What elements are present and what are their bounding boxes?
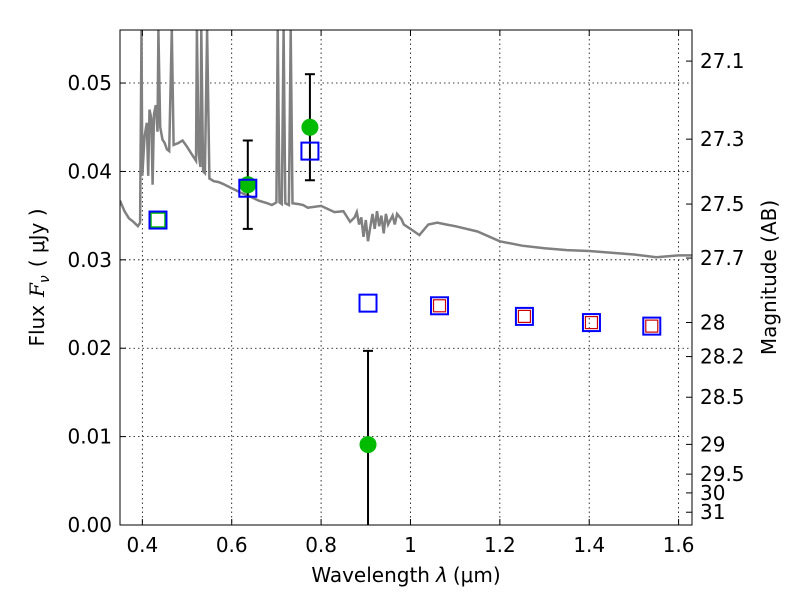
grid-lines xyxy=(120,30,692,526)
model-flux-square xyxy=(238,178,258,198)
observed-flux-marker xyxy=(150,212,166,228)
model-flux-square xyxy=(300,141,320,161)
model-flux-square xyxy=(430,296,450,316)
right-tick-label: 29.5 xyxy=(700,462,745,486)
model-flux-square xyxy=(358,293,378,313)
x-tick-label: 0.4 xyxy=(126,533,158,557)
y-tick-label: 0.04 xyxy=(67,159,112,183)
y-axis-label-symbol: F xyxy=(25,282,49,298)
right-tick-label: 31 xyxy=(700,500,725,524)
model-flux-square xyxy=(148,210,168,230)
right-tick-label: 27.7 xyxy=(700,246,745,270)
model-flux-inner-square xyxy=(432,299,447,313)
y-tick-label: 0.02 xyxy=(67,336,112,360)
x-axis-label-unit: (μm) xyxy=(453,563,501,587)
right-tick-label: 27.5 xyxy=(700,192,745,216)
x-axis-label-prefix: Wavelength xyxy=(311,563,430,587)
y-axis-label-right: Magnitude (AB) xyxy=(757,200,781,355)
observed-flux-marker xyxy=(359,436,377,454)
model-flux-square xyxy=(514,306,534,326)
model-flux-inner-square xyxy=(645,319,659,333)
right-tick-label: 27.1 xyxy=(700,49,745,73)
right-tick-label: 28 xyxy=(700,311,725,335)
marker-layer xyxy=(148,118,662,454)
spectrum-layer xyxy=(120,30,692,259)
y-axis-label-left: Flux Fν ( μJy ) xyxy=(25,208,53,346)
right-tick-label: 30 xyxy=(700,481,725,505)
x-tick-label: 1.6 xyxy=(663,533,695,557)
right-tick-label: 28.2 xyxy=(700,345,745,369)
plot-frame xyxy=(119,29,693,526)
y-tick-label: 0.05 xyxy=(67,71,112,95)
x-tick-label: 1.4 xyxy=(573,533,605,557)
x-axis-label-symbol: λ xyxy=(435,563,448,587)
y-axis-label-unit: ( μJy ) xyxy=(25,208,49,267)
observed-flux-marker xyxy=(301,118,319,136)
model-flux-square xyxy=(581,313,601,333)
model-spectrum-line xyxy=(120,30,692,259)
y-tick-label: 0.03 xyxy=(67,248,112,272)
y-axis-label-prefix: Flux xyxy=(25,305,49,347)
x-tick-label: 0.6 xyxy=(216,533,248,557)
y-tick-label: 0.00 xyxy=(67,513,112,537)
y-tick-label: 0.01 xyxy=(67,425,112,449)
right-tick-label: 29 xyxy=(700,432,725,456)
right-tick-label: 27.3 xyxy=(700,127,745,151)
x-tick-label: 0.8 xyxy=(305,533,337,557)
model-flux-inner-square xyxy=(584,315,599,330)
x-axis-label: Wavelength λ (μm) xyxy=(311,563,500,587)
x-tick-label: 1.2 xyxy=(484,533,516,557)
y-axis-label-subscript: ν xyxy=(37,275,53,283)
x-tick-label: 1 xyxy=(404,533,417,557)
model-flux-square xyxy=(642,316,662,336)
right-tick-label: 28.5 xyxy=(700,385,745,409)
axis-ticks: 0.4 0.6 0.8 1 1.2 1.4 1.6 0.00 0.01 0.02 0.03 0.04 0… xyxy=(67,30,745,557)
model-flux-inner-square xyxy=(517,309,532,323)
